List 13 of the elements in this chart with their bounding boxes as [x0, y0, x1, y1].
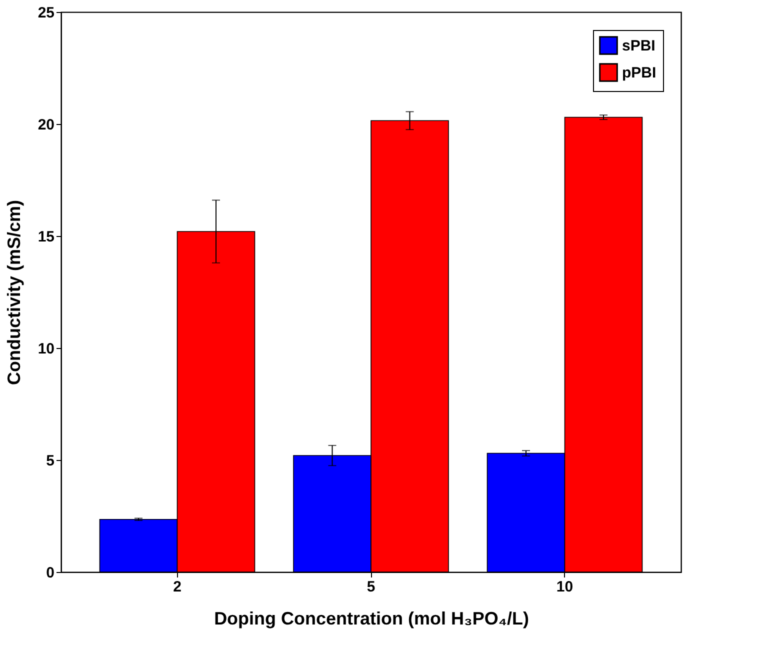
y-tick-label: 20 [38, 116, 54, 134]
legend-label: sPBI [622, 38, 656, 54]
x-axis-title: Doping Concentration (mol H₃PO₄/L) [214, 608, 529, 628]
legend-label: pPBI [622, 64, 656, 82]
y-tick-label: 0 [46, 564, 54, 582]
y-tick-label: 25 [38, 4, 54, 22]
x-tick-label: 10 [556, 578, 574, 596]
x-tick-label: 5 [366, 578, 376, 596]
y-tick-label: 10 [38, 340, 54, 358]
y-axis-title: Conductivity (mS/cm) [4, 200, 24, 386]
y-tick-label: 5 [46, 452, 54, 470]
x-tick-label: 2 [173, 578, 182, 596]
y-tick-label: 15 [38, 228, 54, 246]
